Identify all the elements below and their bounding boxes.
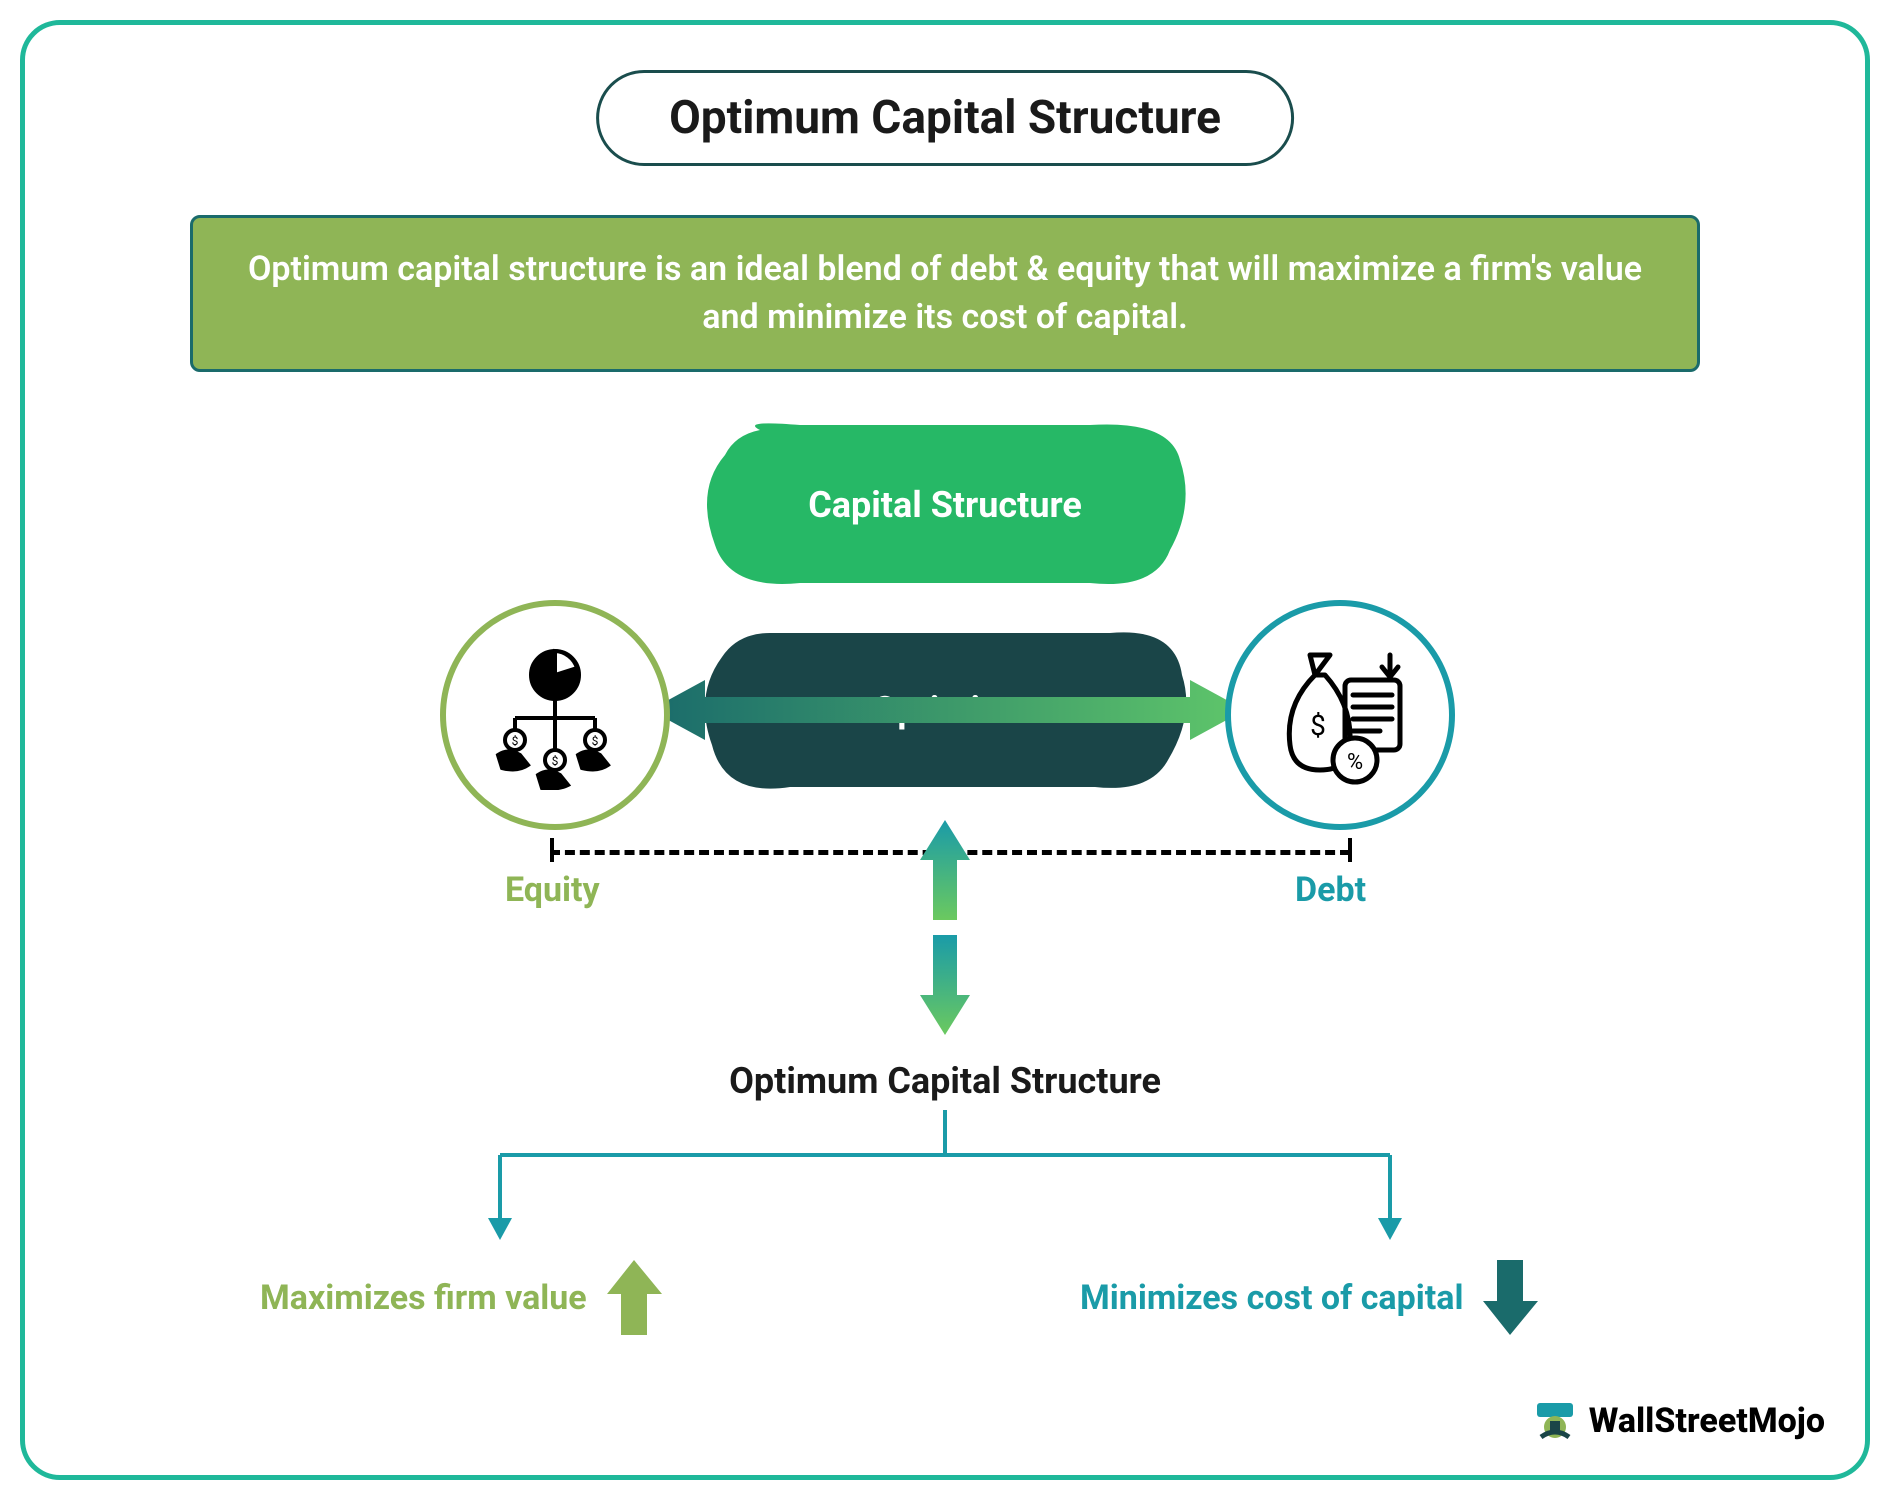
outcome-maximize-label: Maximizes firm value <box>260 1278 587 1318</box>
outcome-maximize: Maximizes firm value <box>260 1260 662 1335</box>
svg-text:$: $ <box>592 734 599 748</box>
equity-distribution-icon: $ $ $ <box>480 640 630 790</box>
axis-tick-right <box>1348 838 1352 862</box>
svg-text:$: $ <box>552 754 559 768</box>
outcome-minimize: Minimizes cost of capital <box>1080 1260 1538 1335</box>
arrow-up-icon <box>607 1260 662 1335</box>
axis-tick-left <box>550 838 554 862</box>
page-title: Optimum Capital Structure <box>596 70 1294 166</box>
watermark: WallStreetMojo <box>1531 1397 1825 1445</box>
diagram-subhead: Optimum Capital Structure <box>0 1060 1890 1102</box>
capital-structure-node: Capital Structure <box>700 420 1190 590</box>
svg-text:$: $ <box>512 734 519 748</box>
equity-label: Equity <box>505 870 600 910</box>
capital-structure-label: Capital Structure <box>808 484 1082 526</box>
optimize-down-arrow <box>910 820 980 1040</box>
debt-label: Debt <box>1295 870 1366 910</box>
debt-moneybag-icon: $ % <box>1260 635 1420 795</box>
watermark-logo-icon <box>1531 1397 1579 1445</box>
equity-debt-arrow <box>650 675 1245 745</box>
definition-box: Optimum capital structure is an ideal bl… <box>190 215 1700 372</box>
svg-text:%: % <box>1347 750 1363 775</box>
arrow-down-icon <box>1483 1260 1538 1335</box>
equity-circle: $ $ $ <box>440 600 670 830</box>
svg-text:$: $ <box>1310 709 1326 742</box>
branch-connector <box>440 1110 1450 1250</box>
debt-circle: $ % <box>1225 600 1455 830</box>
outcome-minimize-label: Minimizes cost of capital <box>1080 1278 1463 1318</box>
watermark-text: WallStreetMojo <box>1589 1401 1825 1441</box>
